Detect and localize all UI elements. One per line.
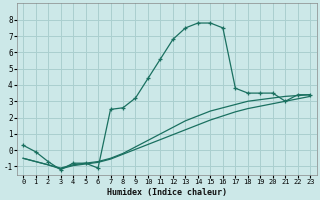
X-axis label: Humidex (Indice chaleur): Humidex (Indice chaleur) [107,188,227,197]
